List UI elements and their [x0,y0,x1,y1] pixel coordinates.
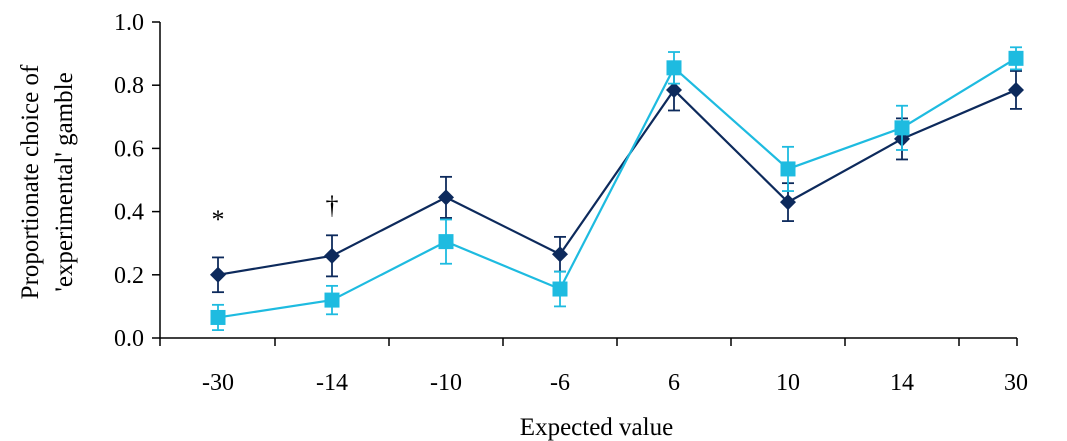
data-point-diamond [1008,81,1024,98]
data-point-square [780,161,796,177]
y-tick-label: 0.0 [114,326,144,352]
data-point-square [210,309,226,325]
significance-marker: * [212,205,225,234]
data-point-square [666,60,682,76]
y-axis-title-line: 'experimental' gamble [51,72,78,291]
series-line [217,88,1017,276]
data-point-diamond [666,81,682,98]
y-tick-label: 0.4 [114,200,144,226]
x-tick-label: -10 [430,370,462,396]
series-1 [210,68,1024,294]
data-point-diamond [324,247,340,264]
data-point-square [894,120,910,136]
data-point-square [1008,50,1024,66]
x-tick-label: 6 [668,370,680,396]
x-tick-label: 30 [1004,370,1028,396]
data-point-square [324,292,340,308]
series-line [217,57,1017,319]
y-tick-label: 0.8 [114,73,144,99]
series-2 [210,46,1024,332]
y-tick-label: 1.0 [114,10,144,36]
y-axis-title-line: Proportionate choice of [17,64,44,299]
y-tick-label: 0.2 [114,263,144,289]
data-point-square [438,234,454,250]
data-point-diamond [780,194,796,211]
data-point-diamond [210,266,226,283]
annotation-layer: * † [212,191,339,234]
x-tick-label: -30 [202,370,234,396]
x-tick-label: 10 [776,370,800,396]
data-point-square [552,281,568,297]
data-point-diamond [552,246,568,263]
x-tick-label: -6 [550,370,570,396]
x-tick-label: -14 [316,370,348,396]
axes: 0.0 0.2 0.4 0.6 0.8 1.0 -30 -14 -10 -6 6 10 14 30 [114,10,1028,396]
series-layer [210,46,1024,332]
x-tick-label: 14 [890,370,914,396]
data-point-diamond [438,189,454,206]
significance-marker: † [326,191,339,220]
y-tick-label: 0.6 [114,136,144,162]
x-axis-title: Expected value [520,414,673,441]
y-axis-title: Proportionate choice of 'experimental' ga… [17,64,78,299]
